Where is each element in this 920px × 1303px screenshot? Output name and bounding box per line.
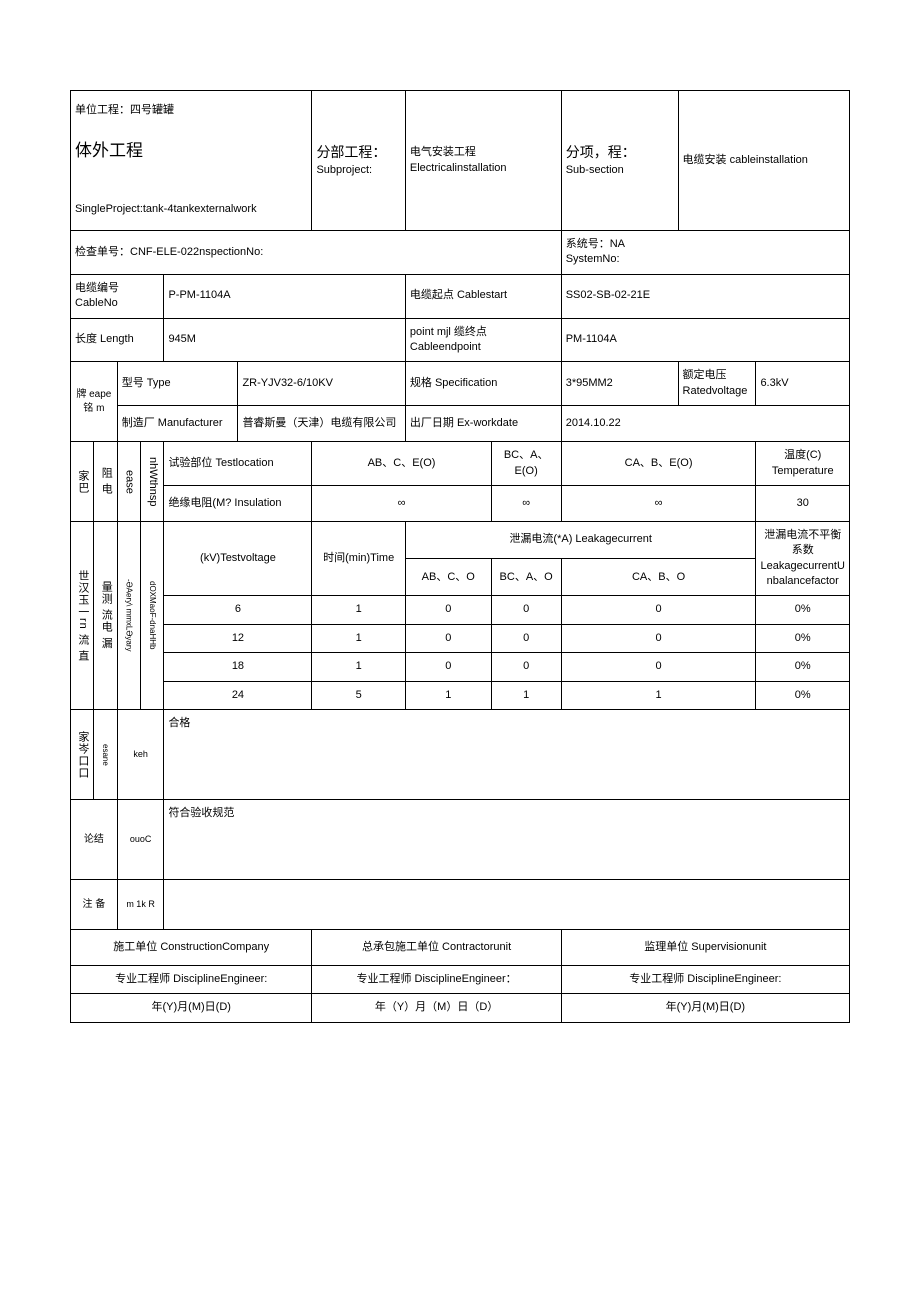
table-row: 0: [405, 596, 491, 624]
footer-eng3: 专业工程师 DisciplineEngineer:: [561, 966, 849, 994]
table-row: 1: [561, 681, 756, 709]
footer-construction: 施工单位 ConstructionCompany: [71, 930, 312, 966]
voltage-value: 6.3kV: [756, 362, 850, 406]
remark-side: 注 备: [71, 880, 118, 930]
date-label: 出厂日期 Ex-workdate: [405, 406, 561, 442]
type-label: 型号 Type: [117, 362, 238, 406]
table-row: 0%: [756, 681, 850, 709]
subproject-label: 分部工程： Subproject:: [312, 91, 405, 231]
leak-col1: AB、C、O: [405, 559, 491, 596]
testloc2: BC、A、E(O): [491, 442, 561, 486]
table-row: 0: [561, 596, 756, 624]
table-row: 6: [164, 596, 312, 624]
subsection-value: 电缆安装 cableinstallation: [678, 91, 849, 231]
table-row: 1: [312, 596, 405, 624]
cable-no-label: 电缆编号 CableNo: [71, 274, 164, 318]
check-outer: 家岑口口: [71, 710, 94, 800]
insul-res1: ∞: [312, 485, 491, 521]
subsection-label: 分项，程： Sub-section: [561, 91, 678, 231]
table-row: 18: [164, 653, 312, 681]
footer-date3: 年(Y)月(M)日(D): [561, 994, 849, 1022]
cable-start-value: SS02-SB-02-21E: [561, 274, 849, 318]
length-value: 945M: [164, 318, 405, 362]
temp-label: 温度(C) Temperature: [756, 442, 850, 486]
leak-col3: CA、B、O: [561, 559, 756, 596]
table-row: 0: [561, 653, 756, 681]
single-project: 单位工程：四号罐罐 体外工程 SingleProject:tank-4tanke…: [71, 91, 312, 231]
unbal-label: 泄漏电流不平衡系数 LeakagecurrentUnbalancefactor: [756, 521, 850, 596]
insul-res-label: 绝缘电阻(M? Insulation: [164, 485, 312, 521]
table-row: 1: [405, 681, 491, 709]
cable-end-label: point mjl 缆终点 Cableendpoint: [405, 318, 561, 362]
voltage-label: 额定电压 Ratedvoltage: [678, 362, 756, 406]
mfr-label: 制造厂 Manufacturer: [117, 406, 238, 442]
single-project-cn1: 单位工程：四号罐罐: [75, 103, 307, 118]
check-value: 合格: [164, 710, 850, 800]
concl-value: 符合验收规范: [164, 800, 850, 880]
footer-date2: 年（Y）月（M）日（D）: [312, 994, 561, 1022]
testloc1: AB、C、E(O): [312, 442, 491, 486]
leak-outer: 世汉玉一rn 流 直: [71, 521, 94, 709]
table-row: 0: [491, 596, 561, 624]
insul-side: 阻 电: [94, 442, 117, 522]
footer-contractor: 总承包施工单位 Contractorunit: [312, 930, 561, 966]
subproject-value: 电气安装工程 Electricalinstallation: [405, 91, 561, 231]
table-row: 0: [561, 624, 756, 652]
inspection-no: 检查单号：CNF-ELE-022nspectionNo:: [71, 231, 562, 275]
insul-side2: ease: [117, 442, 140, 522]
single-project-en: SingleProject:tank-4tankexternalwork: [75, 202, 307, 217]
table-row: 0%: [756, 596, 850, 624]
footer-supervision: 监理单位 Supervisionunit: [561, 930, 849, 966]
check-side: esane: [94, 710, 117, 800]
footer-eng2: 专业工程师 DisciplineEngineer：: [312, 966, 561, 994]
time-label: 时间(min)Time: [312, 521, 405, 596]
remark-value: [164, 880, 850, 930]
cable-start-label: 电缆起点 Cablestart: [405, 274, 561, 318]
leak-label: 泄漏电流(*A) Leakagecurrent: [405, 521, 756, 558]
insul-outer: 家巴: [71, 442, 94, 522]
table-row: 1: [312, 624, 405, 652]
spec-value: 3*95MM2: [561, 362, 678, 406]
footer-eng1: 专业工程师 DisciplineEngineer:: [71, 966, 312, 994]
leak-col2: BC、A、O: [491, 559, 561, 596]
table-row: 1: [312, 653, 405, 681]
concl-side2: ouoC: [117, 800, 164, 880]
temp-value: 30: [756, 485, 850, 521]
insul-res2: ∞: [491, 485, 561, 521]
kv-label: (kV)Testvoltage: [164, 521, 312, 596]
date-value: 2014.10.22: [561, 406, 849, 442]
table-row: 5: [312, 681, 405, 709]
concl-side: 论结: [71, 800, 118, 880]
insul-side3: nhWthnsp: [141, 442, 164, 522]
single-project-cn2: 体外工程: [75, 139, 307, 163]
cable-no-value: P-PM-1104A: [164, 274, 405, 318]
table-row: 12: [164, 624, 312, 652]
table-row: 0: [405, 624, 491, 652]
type-value: ZR-YJV32-6/10KV: [238, 362, 405, 406]
leak-side3: -ƏAery\ mmxLƏyary: [117, 521, 140, 709]
leak-side2: 量测 流电 漏: [94, 521, 117, 709]
cable-end-value: PM-1104A: [561, 318, 849, 362]
length-label: 长度 Length: [71, 318, 164, 362]
spec-label: 规格 Specification: [405, 362, 561, 406]
testloc-label: 试验部位 Testlocation: [164, 442, 312, 486]
system-no: 系统号：NA SystemNo:: [561, 231, 849, 275]
leak-side4: dOXMaoF-dnaHHb: [141, 521, 164, 709]
nameplate-side: 牌 eape 铭 m: [71, 362, 118, 442]
testloc3: CA、B、E(O): [561, 442, 756, 486]
table-row: 1: [491, 681, 561, 709]
table-row: 24: [164, 681, 312, 709]
footer-date1: 年(Y)月(M)日(D): [71, 994, 312, 1022]
mfr-value: 普睿斯曼（天津）电缆有限公司: [238, 406, 405, 442]
table-row: 0: [405, 653, 491, 681]
insul-res3: ∞: [561, 485, 756, 521]
table-row: 0%: [756, 653, 850, 681]
table-row: 0%: [756, 624, 850, 652]
table-row: 0: [491, 624, 561, 652]
check-side2: keh: [117, 710, 164, 800]
remark-side2: m 1k R: [117, 880, 164, 930]
table-row: 0: [491, 653, 561, 681]
